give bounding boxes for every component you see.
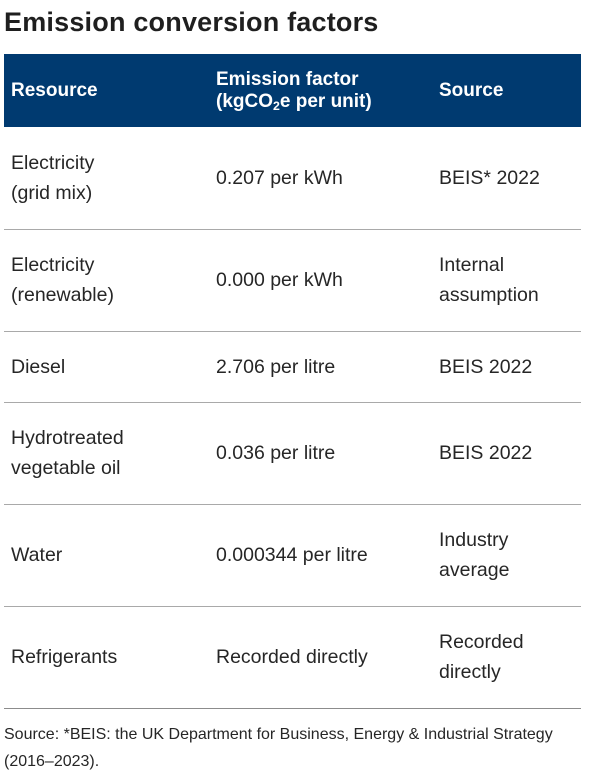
cell-factor-text: 0.036 per litre xyxy=(216,442,336,464)
cell-resource: Electricity (grid mix) xyxy=(4,127,209,230)
cell-factor-text: 0.000 per kWh xyxy=(216,269,343,291)
cell-source-text: Internal assumption xyxy=(439,254,539,306)
cell-source-text: BEIS 2022 xyxy=(439,442,533,464)
cell-source-text: BEIS 2022 xyxy=(439,355,533,378)
cell-source: Internal assumption xyxy=(432,229,581,332)
table-row: Electricity (grid mix) 0.207 per kWh BEI… xyxy=(4,127,581,230)
page-title: Emission conversion factors xyxy=(4,7,379,37)
cell-source: BEIS 2022 xyxy=(432,402,581,505)
cell-factor-text: 0.000344 per litre xyxy=(216,544,368,566)
table-row: Hydrotreated vegetable oil 0.036 per lit… xyxy=(4,402,581,505)
cell-resource: Water xyxy=(4,504,209,607)
cell-resource: Hydrotreated vegetable oil xyxy=(4,402,209,505)
cell-factor: 0.000344 per litre xyxy=(209,504,432,607)
header-resource: Resource xyxy=(11,79,98,101)
cell-resource-text: Hydrotreated vegetable oil xyxy=(11,427,124,479)
cell-factor: 0.036 per litre xyxy=(209,402,432,505)
cell-factor: Recorded directly xyxy=(209,606,432,709)
cell-source: BEIS 2022 xyxy=(432,331,581,403)
cell-factor: 0.000 per kWh xyxy=(209,229,432,332)
cell-source: Industry average xyxy=(432,504,581,607)
emission-factors-table: Resource Emission factor (kgCO2e per uni… xyxy=(4,54,581,709)
cell-resource-text: Electricity (grid mix) xyxy=(11,151,95,204)
header-factor-unit-subscript: 2 xyxy=(273,98,280,113)
header-factor-unit-prefix: (kgCO xyxy=(216,90,273,112)
cell-source: BEIS* 2022 xyxy=(432,127,581,230)
cell-factor: 2.706 per litre xyxy=(209,331,432,403)
header-emission-factor: Emission factor (kgCO2e per unit) xyxy=(209,54,432,127)
table-row: Refrigerants Recorded directly Recorded … xyxy=(4,606,581,709)
cell-resource: Diesel xyxy=(4,331,209,403)
cell-resource: Electricity (renewable) xyxy=(4,229,209,332)
cell-resource-text: Refrigerants xyxy=(11,646,118,668)
header-factor-line1: Emission factor xyxy=(216,68,359,90)
table-row: Diesel 2.706 per litre BEIS 2022 xyxy=(4,331,581,403)
table-row: Electricity (renewable) 0.000 per kWh In… xyxy=(4,229,581,332)
cell-resource-text: Diesel xyxy=(11,355,66,378)
cell-source-text: Recorded directly xyxy=(439,631,524,683)
cell-resource: Refrigerants xyxy=(4,606,209,709)
cell-resource-text: Water xyxy=(11,544,63,566)
header-factor-unit-suffix: e per unit) xyxy=(279,90,372,112)
source-footnote: Source: *BEIS: the UK Department for Bus… xyxy=(4,726,553,770)
cell-source-text: Industry average xyxy=(439,529,510,581)
table-header-row: Resource Emission factor (kgCO2e per uni… xyxy=(4,54,581,127)
cell-factor-text: 0.207 per kWh xyxy=(216,166,343,189)
cell-source-text: BEIS* 2022 xyxy=(439,166,540,189)
cell-factor-text: Recorded directly xyxy=(216,646,368,668)
cell-factor: 0.207 per kWh xyxy=(209,127,432,230)
cell-source: Recorded directly xyxy=(432,606,581,709)
header-source: Source xyxy=(439,79,504,101)
table-row: Water 0.000344 per litre Industry averag… xyxy=(4,504,581,607)
cell-resource-text: Electricity (renewable) xyxy=(11,254,114,306)
cell-factor-text: 2.706 per litre xyxy=(216,355,336,378)
